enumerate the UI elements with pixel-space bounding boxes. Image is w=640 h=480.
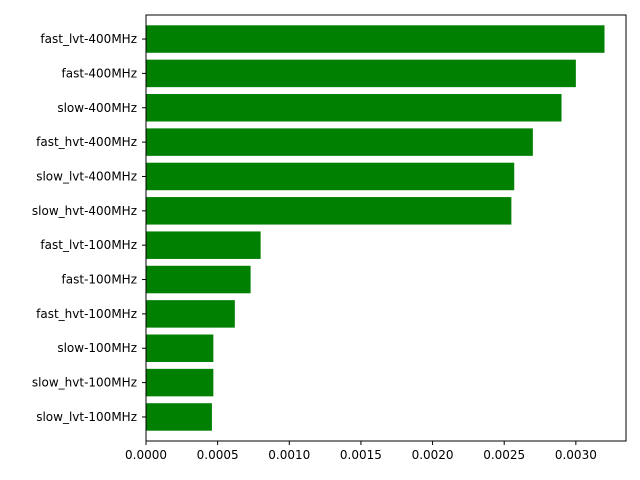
bar-slow-100MHz: [146, 334, 214, 362]
y-tick-label: fast-400MHz: [62, 66, 137, 80]
bar-slow_hvt-400MHz: [146, 197, 512, 225]
y-tick-label: fast_hvt-100MHz: [36, 307, 137, 321]
bar-slow_lvt-400MHz: [146, 162, 515, 191]
x-tick-label: 0.0025: [483, 448, 525, 462]
x-tick-label: 0.0005: [197, 448, 239, 462]
bar-fast_lvt-400MHz: [146, 25, 605, 53]
x-tick-label: 0.0030: [555, 448, 597, 462]
bar-fast-400MHz: [146, 59, 576, 88]
x-tick-label: 0.0000: [125, 448, 167, 462]
y-tick-label: fast_lvt-100MHz: [40, 238, 137, 252]
y-axis-ticks: fast_lvt-400MHz fast-400MHz slow-400MHz fas…: [32, 32, 146, 424]
x-tick-label: 0.0010: [268, 448, 310, 462]
y-tick-label: slow_lvt-100MHz: [36, 410, 137, 424]
y-tick-label: slow-400MHz: [57, 101, 137, 115]
bar-slow-400MHz: [146, 94, 562, 122]
y-tick-label: slow_hvt-100MHz: [32, 376, 137, 390]
y-tick-label: fast_hvt-400MHz: [36, 135, 137, 149]
bar-fast_hvt-100MHz: [146, 300, 235, 328]
x-tick-label: 0.0015: [340, 448, 382, 462]
plot-frame: [145, 14, 627, 442]
x-axis-ticks: 0.0000 0.0005 0.0010 0.0015 0.0020 0.0025 0.00…: [125, 441, 597, 462]
bar-fast_lvt-100MHz: [146, 231, 261, 259]
y-tick-label: fast_lvt-400MHz: [40, 32, 137, 46]
y-tick-label: slow_lvt-400MHz: [36, 169, 137, 183]
y-tick-label: slow-100MHz: [57, 341, 137, 355]
bar-slow_lvt-100MHz: [146, 403, 212, 431]
bar-fast_hvt-400MHz: [146, 128, 533, 156]
bar-fast-100MHz: [146, 265, 251, 294]
y-tick-label: fast-100MHz: [62, 273, 137, 287]
x-tick-label: 0.0020: [412, 448, 454, 462]
bar-slow_hvt-100MHz: [146, 368, 214, 397]
y-tick-label: slow_hvt-400MHz: [32, 204, 137, 218]
bars-layer: [146, 25, 605, 431]
